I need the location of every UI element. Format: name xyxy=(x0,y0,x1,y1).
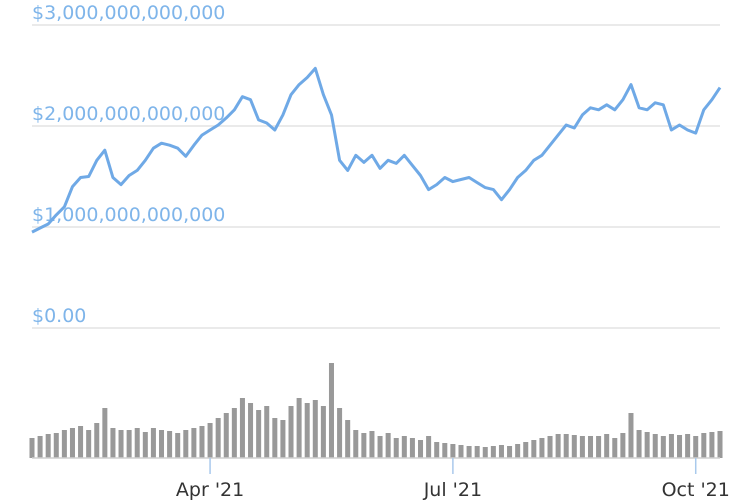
volume-bar xyxy=(304,403,310,458)
volume-bar xyxy=(377,436,383,458)
volume-bar xyxy=(29,438,35,458)
volume-bar xyxy=(175,433,181,458)
volume-bar xyxy=(199,426,205,458)
volume-bar xyxy=(256,410,262,458)
volume-bar xyxy=(264,406,270,458)
volume-bar xyxy=(191,428,197,458)
volume-bar xyxy=(547,436,553,458)
volume-bar xyxy=(612,438,618,458)
volume-bar xyxy=(369,431,375,458)
volume-bar xyxy=(693,436,699,458)
volume-bar xyxy=(328,363,334,458)
volume-bar xyxy=(312,400,318,458)
volume-bar xyxy=(701,433,707,458)
volume-bar xyxy=(280,420,286,458)
volume-bar xyxy=(709,432,715,458)
volume-bar xyxy=(668,434,674,458)
volume-bar xyxy=(555,434,561,458)
volume-bar xyxy=(409,438,415,458)
volume-bar xyxy=(434,442,440,458)
volume-bar xyxy=(158,430,165,458)
volume-bar xyxy=(418,440,424,458)
volume-bar xyxy=(474,446,480,458)
volume-bar xyxy=(288,406,294,458)
y-tick-label: $1,000,000,000,000 xyxy=(32,204,225,226)
volume-bar xyxy=(337,408,343,458)
volume-bar xyxy=(272,418,278,458)
volume-bar xyxy=(45,434,51,458)
volume-bar xyxy=(37,436,43,458)
volume-bar xyxy=(167,431,173,458)
y-tick-label: $0.00 xyxy=(32,305,86,327)
volume-bar xyxy=(231,408,237,458)
y-tick-label: $3,000,000,000,000 xyxy=(32,2,225,24)
volume-bar xyxy=(458,445,464,458)
volume-bar xyxy=(466,446,472,458)
volume-bar xyxy=(61,430,67,458)
volume-bar xyxy=(677,435,683,458)
volume-bar xyxy=(717,431,723,458)
volume-bar xyxy=(150,428,156,458)
volume-bar xyxy=(53,433,59,458)
volume-bar xyxy=(652,434,658,458)
x-tick-label: Jul '21 xyxy=(423,479,482,500)
volume-bar xyxy=(126,430,132,458)
volume-bar xyxy=(539,438,545,458)
x-tick-label: Oct '21 xyxy=(662,479,730,500)
volume-bar xyxy=(86,430,92,458)
volume-bar xyxy=(515,444,521,458)
y-tick-label: $2,000,000,000,000 xyxy=(32,103,225,125)
volume-bar xyxy=(215,418,221,458)
volume-bar xyxy=(239,398,245,458)
volume-bar xyxy=(78,426,84,458)
volume-bar xyxy=(134,428,140,458)
volume-bar xyxy=(628,413,634,458)
x-tick-label: Apr '21 xyxy=(176,479,244,500)
volume-bar xyxy=(636,430,642,458)
volume-bar xyxy=(450,444,456,458)
volume-bar xyxy=(69,428,75,458)
volume-bar xyxy=(596,436,602,458)
volume-bar xyxy=(660,436,666,458)
volume-bar xyxy=(353,430,359,458)
volume-bar xyxy=(507,446,513,458)
volume-bar xyxy=(110,428,116,458)
volume-bar xyxy=(223,413,229,458)
volume-bar xyxy=(102,408,108,458)
volume-bar xyxy=(393,438,399,458)
volume-bar xyxy=(579,436,585,458)
volume-bar xyxy=(490,446,496,458)
volume-bar xyxy=(563,434,569,458)
volume-bar xyxy=(482,447,488,458)
volume-bar xyxy=(361,433,367,458)
volume-bar xyxy=(620,433,626,458)
volume-bar xyxy=(604,434,610,458)
volume-bar xyxy=(207,423,213,458)
volume-bar xyxy=(531,440,537,458)
volume-bar xyxy=(587,436,594,458)
volume-bar xyxy=(401,436,407,458)
line xyxy=(31,66,722,234)
volume-bar xyxy=(320,406,326,458)
volume-bar xyxy=(248,403,254,458)
volume-bar xyxy=(571,435,577,458)
volume-bar xyxy=(183,430,189,458)
volume-bar xyxy=(523,442,529,458)
volume-bar xyxy=(498,445,504,458)
volume-bar xyxy=(345,420,351,458)
volume-bar xyxy=(685,434,691,458)
volume-bar xyxy=(296,398,302,458)
volume-bar xyxy=(644,432,650,458)
volume-bar xyxy=(118,430,124,458)
volume-bar xyxy=(426,436,432,458)
volume-bar xyxy=(442,443,448,458)
volume-bar xyxy=(142,432,148,458)
volume-bar xyxy=(385,433,391,458)
volume-bar xyxy=(94,423,100,458)
